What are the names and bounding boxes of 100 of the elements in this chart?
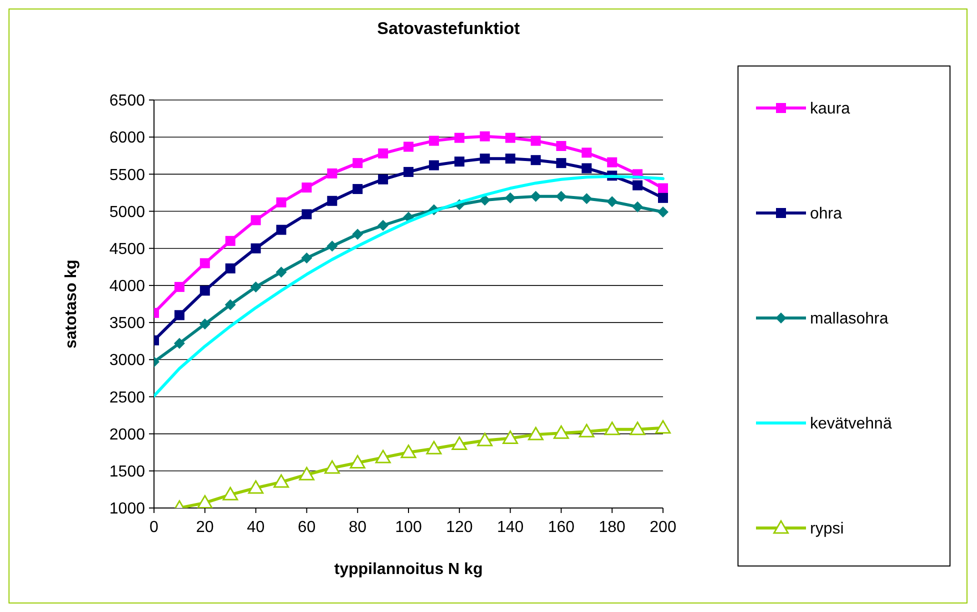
point — [530, 155, 541, 166]
point — [352, 158, 363, 168]
y-tick-label: 2500 — [109, 389, 146, 406]
point — [556, 140, 566, 151]
point — [324, 460, 340, 474]
point — [197, 495, 213, 508]
point — [480, 131, 490, 142]
point — [174, 310, 184, 320]
x-tick-label: 0 — [150, 519, 159, 536]
point — [556, 158, 566, 168]
point — [302, 209, 312, 220]
point — [428, 160, 439, 170]
point — [200, 258, 210, 268]
x-tick-label: 120 — [446, 519, 473, 536]
point — [225, 236, 236, 246]
x-tick-label: 140 — [496, 519, 524, 536]
point — [578, 424, 594, 438]
point — [632, 201, 644, 212]
point — [528, 426, 544, 440]
point — [504, 192, 516, 204]
point — [454, 156, 464, 167]
point — [276, 224, 286, 235]
point — [404, 142, 414, 152]
point — [404, 166, 414, 177]
point — [174, 338, 185, 349]
point — [222, 486, 238, 500]
chart-title: Satovastefunktiot — [377, 19, 520, 38]
y-tick-label: 5500 — [109, 166, 146, 184]
point — [505, 132, 516, 143]
point — [582, 163, 592, 174]
y-axis-title: satotaso kg — [63, 260, 80, 348]
point — [298, 466, 314, 480]
point — [581, 193, 592, 204]
legend-label: ohra — [810, 206, 842, 223]
point — [502, 430, 518, 444]
point — [658, 183, 668, 194]
y-tick-label: 4500 — [109, 240, 146, 258]
point — [350, 455, 366, 468]
point — [250, 281, 262, 292]
point — [274, 474, 289, 488]
point — [452, 436, 468, 450]
point — [378, 148, 388, 158]
point — [658, 206, 668, 218]
point — [199, 318, 210, 330]
y-tick-label: 4000 — [109, 278, 146, 296]
y-tick-label: 6000 — [109, 130, 146, 147]
y-tick-label: 5000 — [109, 204, 146, 221]
x-tick-label: 200 — [650, 519, 676, 536]
y-tick-label: 6500 — [109, 92, 146, 110]
point — [454, 132, 464, 143]
point — [225, 263, 236, 274]
legend-label: kevätvehnä — [810, 416, 892, 433]
point — [479, 194, 490, 206]
point — [378, 174, 388, 184]
x-tick-label: 20 — [196, 519, 214, 536]
point — [352, 184, 363, 194]
point — [606, 196, 618, 208]
point — [174, 282, 184, 292]
point — [378, 220, 389, 231]
point — [302, 182, 312, 193]
point — [477, 432, 493, 446]
point — [248, 480, 264, 494]
point — [428, 136, 439, 146]
point — [276, 197, 286, 208]
point — [505, 154, 516, 164]
point — [632, 180, 643, 190]
x-tick-label: 40 — [246, 519, 265, 536]
x-tick-label: 80 — [348, 519, 367, 536]
point — [400, 444, 416, 458]
y-tick-label: 3000 — [109, 352, 146, 370]
point — [326, 240, 338, 252]
point — [530, 136, 541, 146]
point — [375, 450, 391, 464]
point — [658, 192, 668, 203]
point — [352, 228, 364, 240]
point — [582, 148, 592, 158]
y-tick-label: 2000 — [109, 426, 146, 444]
point — [630, 422, 646, 436]
legend-label: rypsi — [810, 520, 844, 538]
point — [301, 252, 312, 264]
y-tick-label: 3500 — [109, 315, 146, 332]
point — [200, 286, 210, 296]
x-tick-label: 160 — [548, 519, 575, 536]
point — [327, 196, 338, 206]
y-tick-label: 1500 — [109, 464, 146, 481]
point — [426, 440, 442, 454]
point — [327, 168, 338, 178]
point — [604, 422, 620, 436]
point — [480, 154, 490, 164]
point — [250, 215, 261, 226]
point — [250, 243, 261, 254]
x-axis-title: typpilannoitus N kg — [334, 561, 483, 578]
point — [530, 190, 542, 202]
legend-label: kaura — [810, 100, 850, 118]
y-tick-label: 1000 — [109, 500, 146, 518]
point — [556, 190, 567, 202]
x-tick-label: 60 — [298, 519, 316, 536]
point — [276, 266, 287, 278]
point — [607, 157, 618, 168]
legend-label: mallasohra — [810, 310, 888, 328]
